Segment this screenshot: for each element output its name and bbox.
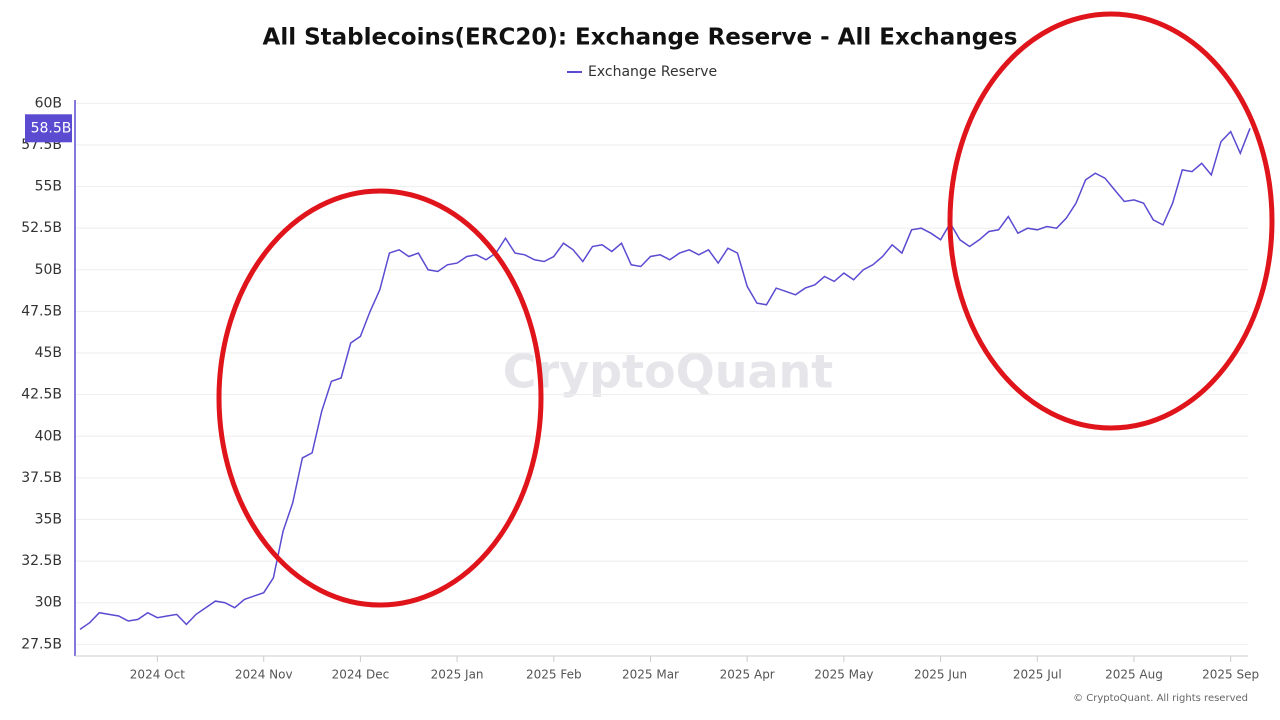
x-tick-label: 2025 Mar bbox=[622, 668, 679, 682]
x-tick-label: 2025 Aug bbox=[1105, 668, 1163, 682]
x-tick-label: 2024 Oct bbox=[130, 668, 185, 682]
y-tick-label: 30B bbox=[35, 595, 62, 611]
y-tick-label: 42.5B bbox=[21, 387, 62, 403]
series-line bbox=[79, 128, 1251, 631]
chart-title: All Stablecoins(ERC20): Exchange Reserve… bbox=[263, 25, 1018, 51]
last-value-label: 58.5B bbox=[31, 120, 72, 136]
x-tick-label: 2025 Sep bbox=[1202, 668, 1259, 682]
x-tick-label: 2025 Apr bbox=[720, 668, 775, 682]
last-value-badge bbox=[25, 114, 72, 143]
y-tick-label: 35B bbox=[35, 511, 62, 527]
x-tick-label: 2025 Feb bbox=[526, 668, 582, 682]
y-tick-label: 52.5B bbox=[21, 220, 62, 236]
y-tick-label: 47.5B bbox=[21, 303, 62, 319]
y-tick-label: 50B bbox=[35, 262, 62, 278]
y-tick-label: 55B bbox=[35, 179, 62, 195]
y-tick-label: 45B bbox=[35, 345, 62, 361]
y-tick-label: 40B bbox=[35, 428, 62, 444]
x-tick-label: 2024 Nov bbox=[235, 668, 293, 682]
copyright: © CryptoQuant. All rights reserved bbox=[1073, 693, 1248, 704]
y-tick-label: 37.5B bbox=[21, 470, 62, 486]
highlight-ellipse bbox=[947, 11, 1275, 431]
x-tick-label: 2025 Jan bbox=[431, 668, 484, 682]
x-tick-label: 2025 Jul bbox=[1013, 668, 1062, 682]
x-tick-label: 2025 Jun bbox=[914, 668, 967, 682]
y-tick-label: 27.5B bbox=[21, 636, 62, 652]
highlight-ellipse bbox=[216, 188, 544, 608]
x-tick-label: 2025 May bbox=[814, 668, 873, 682]
y-tick-label: 60B bbox=[35, 95, 62, 111]
plot-area: 27.5B 30B 32.5B 35B 37.5B 40B 42.5B 45B 47.5B 50B… bbox=[21, 95, 1259, 681]
x-tick-label: 2024 Dec bbox=[332, 668, 390, 682]
y-tick-label: 32.5B bbox=[21, 553, 62, 569]
legend-label: Exchange Reserve bbox=[588, 64, 717, 80]
